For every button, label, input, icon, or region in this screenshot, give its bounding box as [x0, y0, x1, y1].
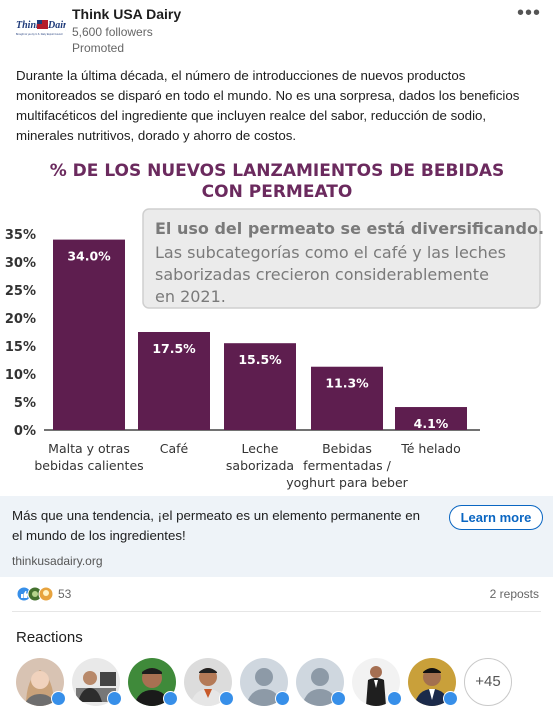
category-label: Café [160, 441, 189, 456]
like-badge-icon [163, 691, 178, 706]
think-usa-dairy-logo[interactable]: Think Dairy Brought to you by U.S. Dairy… [14, 10, 66, 44]
banner-domain: thinkusadairy.org [12, 554, 103, 568]
category-label: Malta y otras [48, 441, 130, 456]
y-tick-label: 0% [14, 424, 36, 439]
y-tick-label: 30% [5, 256, 36, 271]
repost-count[interactable]: 2 reposts [489, 587, 539, 601]
category-label: bebidas calientes [34, 458, 143, 473]
bar [53, 239, 125, 430]
bars: 34.0% 17.5% 15.5% 11.3% 4.1% [53, 239, 467, 431]
promoted-label: Promoted [72, 41, 125, 55]
y-tick-label: 10% [5, 368, 36, 383]
y-tick-label: 35% [5, 228, 36, 243]
person-photo-icon [72, 658, 120, 706]
chart-image[interactable]: % DE LOS NUEVOS LANZAMIENTOS DE BEBIDAS … [0, 152, 553, 496]
more-options-icon[interactable]: ••• [516, 2, 541, 24]
person-photo-icon [16, 658, 64, 706]
reactor-avatar[interactable] [16, 658, 64, 706]
like-badge-icon [51, 691, 66, 706]
like-badge-icon [275, 691, 290, 706]
bar [224, 343, 296, 430]
callout-line-3: en 2021. [155, 287, 226, 306]
reactions-heading: Reactions [16, 629, 83, 646]
logo-text-think: Think [16, 20, 41, 31]
bar-value-label: 17.5% [152, 341, 196, 356]
bar-value-label: 4.1% [414, 416, 449, 431]
chart-title-line-2: CON PERMEATO [202, 182, 353, 202]
y-tick-label: 20% [5, 312, 36, 327]
post-header: Think Dairy Brought to you by U.S. Dairy… [0, 0, 553, 60]
reactor-avatar[interactable] [352, 658, 400, 706]
bar [395, 407, 467, 430]
like-badge-icon [387, 691, 402, 706]
category-label: fermentadas / [303, 458, 391, 473]
logo-text-dairy: Dairy [47, 20, 66, 31]
more-reactors-button[interactable]: +45 [464, 658, 512, 706]
follower-count: 5,600 followers [72, 25, 153, 39]
callout-heading: El uso del permeato se está diversifican… [155, 219, 544, 238]
brand-name[interactable]: Think USA Dairy [72, 6, 182, 22]
post-text: Durante la última década, el número de i… [16, 68, 520, 143]
y-tick-label: 15% [5, 340, 36, 355]
reactor-avatar[interactable] [184, 658, 232, 706]
reaction-icons[interactable] [16, 586, 56, 602]
reactor-avatar[interactable] [72, 658, 120, 706]
like-badge-icon [219, 691, 234, 706]
y-tick-label: 25% [5, 284, 36, 299]
bar-value-label: 11.3% [325, 376, 369, 391]
chart-title-line-1: % DE LOS NUEVOS LANZAMIENTOS DE BEBIDAS [50, 161, 505, 181]
banner-title[interactable]: Más que una tendencia, ¡el permeato es u… [12, 508, 421, 543]
person-photo-icon [352, 658, 400, 706]
reactor-avatar[interactable] [296, 658, 344, 706]
category-label: Té helado [400, 441, 461, 456]
learn-more-button[interactable]: Learn more [449, 505, 543, 530]
callout-box: El uso del permeato se está diversifican… [142, 208, 544, 309]
reactor-avatar[interactable] [408, 658, 456, 706]
bar-chart: % DE LOS NUEVOS LANZAMIENTOS DE BEBIDAS … [5, 161, 544, 490]
bar [138, 332, 210, 430]
callout-line-1: Las subcategorías como el café y las lec… [155, 243, 506, 262]
reactor-avatars: +45 [16, 658, 546, 708]
default-avatar-icon [296, 658, 344, 706]
social-counts: 53 2 reposts [0, 580, 553, 608]
callout-line-2: saborizadas crecieron considerablemente [155, 265, 489, 284]
like-badge-icon [331, 691, 346, 706]
y-tick-label: 5% [14, 396, 36, 411]
category-label: Leche [242, 441, 279, 456]
divider [12, 611, 541, 612]
person-photo-icon [408, 658, 456, 706]
like-badge-icon [443, 691, 458, 706]
bar [311, 366, 383, 430]
reaction-count[interactable]: 53 [58, 587, 72, 601]
person-photo-icon [184, 658, 232, 706]
logo-tagline: Brought to you by U.S. Dairy Export Coun… [16, 33, 63, 36]
bar-value-label: 15.5% [238, 352, 282, 367]
category-label: saborizada [226, 458, 294, 473]
category-label: Bebidas [322, 441, 372, 456]
category-label: yoghurt para beber [286, 475, 408, 490]
bar-value-label: 34.0% [67, 249, 111, 264]
x-axis-labels: Malta y otras bebidas calientes Café Leche s… [34, 441, 460, 490]
like-badge-icon [107, 691, 122, 706]
